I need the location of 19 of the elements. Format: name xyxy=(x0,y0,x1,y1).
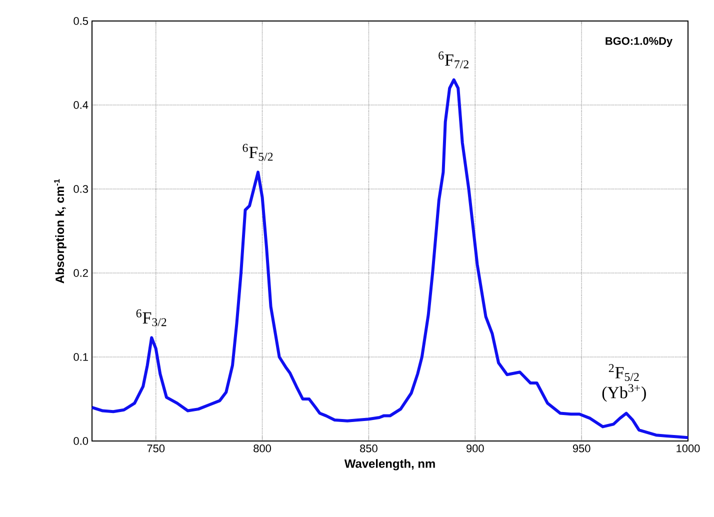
x-axis-title: Wavelength, nm xyxy=(344,459,435,470)
y-tick-label: 0.3 xyxy=(74,185,88,193)
x-tick-label: 950 xyxy=(572,444,590,452)
annotation: $^{2}$F$_{5/2}$ (Yb$^{3+}$) xyxy=(602,364,646,402)
annotation: $^{6}$F$_{5/2}$ xyxy=(242,144,273,161)
y-tick-label: 0.5 xyxy=(74,17,88,25)
x-tick-label: 1000 xyxy=(676,444,700,452)
y-tick-label: 0.4 xyxy=(74,101,88,109)
y-tick-label: 0.0 xyxy=(74,437,88,445)
y-axis-title: Absorption k, cm$^{-1}$ xyxy=(54,179,66,284)
y-tick-label: 0.1 xyxy=(74,353,88,361)
x-tick-label: 800 xyxy=(254,444,271,452)
x-tick-label: 850 xyxy=(360,444,378,452)
annotation: BGO:1.0%Dy xyxy=(606,37,672,48)
x-tick-label: 750 xyxy=(147,444,165,452)
annotation: $^{6}$F$_{3/2}$ xyxy=(136,309,166,326)
annotation: $^{6}$F$_{7/2}$ xyxy=(438,52,468,68)
y-tick-label: 0.2 xyxy=(74,269,88,277)
x-tick-label: 900 xyxy=(466,444,484,452)
